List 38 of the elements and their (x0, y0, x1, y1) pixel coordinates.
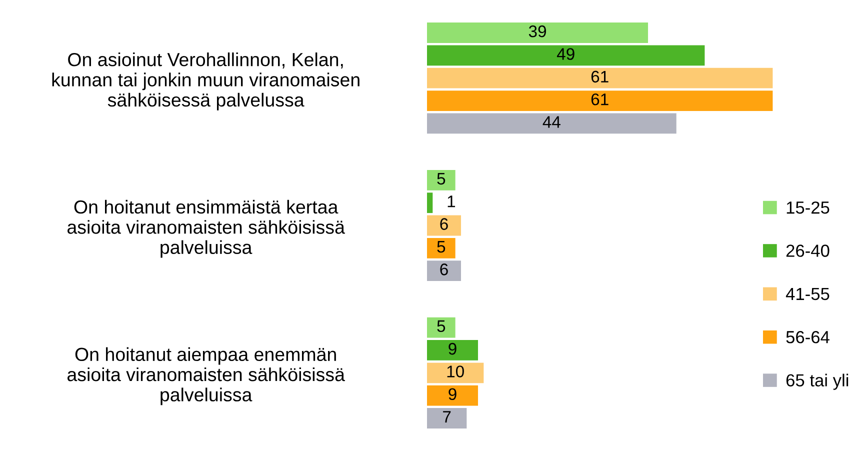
bar (427, 340, 478, 360)
data-label: 61 (591, 93, 608, 106)
data-label: 5 (437, 241, 446, 253)
bar (427, 170, 456, 190)
data-label: 5 (437, 172, 446, 185)
bar (427, 385, 478, 406)
data-label: 39 (528, 25, 546, 38)
data-label: 9 (448, 388, 456, 400)
bar (427, 238, 456, 258)
legend-label: 65 tai yli (786, 374, 848, 390)
bar (427, 68, 773, 88)
data-label: 7 (443, 411, 451, 423)
bar (427, 90, 773, 111)
bar (427, 362, 484, 384)
bar (427, 215, 462, 236)
data-label: 9 (448, 342, 456, 355)
data-label: 44 (542, 116, 560, 128)
data-label: 61 (591, 70, 608, 83)
y-tick-label: On hoitanut ensimmäistä kertaa asioita viranomaisten sähköisissä palveluissa (68, 200, 345, 258)
legend-label: 26-40 (786, 244, 830, 257)
data-label: 6 (440, 264, 448, 276)
data-label: 5 (437, 320, 446, 332)
legend-label: 41-55 (786, 288, 830, 300)
bar (427, 408, 467, 428)
data-label: 6 (440, 218, 448, 230)
legend-label: 15-25 (786, 201, 830, 214)
legend-label: 56-64 (786, 331, 830, 344)
y-tick-label: On asioinut Verohallinnon, Kelan, kunnan tai jonkin muun viranomaisen sähköisessä palvelussa (52, 52, 360, 110)
data-label: 49 (556, 48, 574, 60)
bar (427, 317, 456, 338)
data-label: 1 (448, 196, 456, 208)
bar (427, 22, 648, 43)
data-label: 10 (447, 366, 464, 378)
bar (427, 192, 433, 214)
bar (427, 113, 676, 134)
bar (427, 45, 705, 66)
bar (427, 260, 462, 282)
y-tick-label: On hoitanut aiempaa enemmän asioita viranomaisten sähköisissä palveluissa (68, 347, 345, 406)
